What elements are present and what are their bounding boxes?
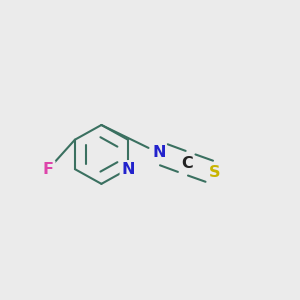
Text: N: N (152, 146, 166, 160)
Text: F: F (43, 162, 54, 177)
Text: C: C (181, 156, 193, 171)
Text: N: N (121, 162, 135, 177)
Text: S: S (208, 166, 220, 181)
